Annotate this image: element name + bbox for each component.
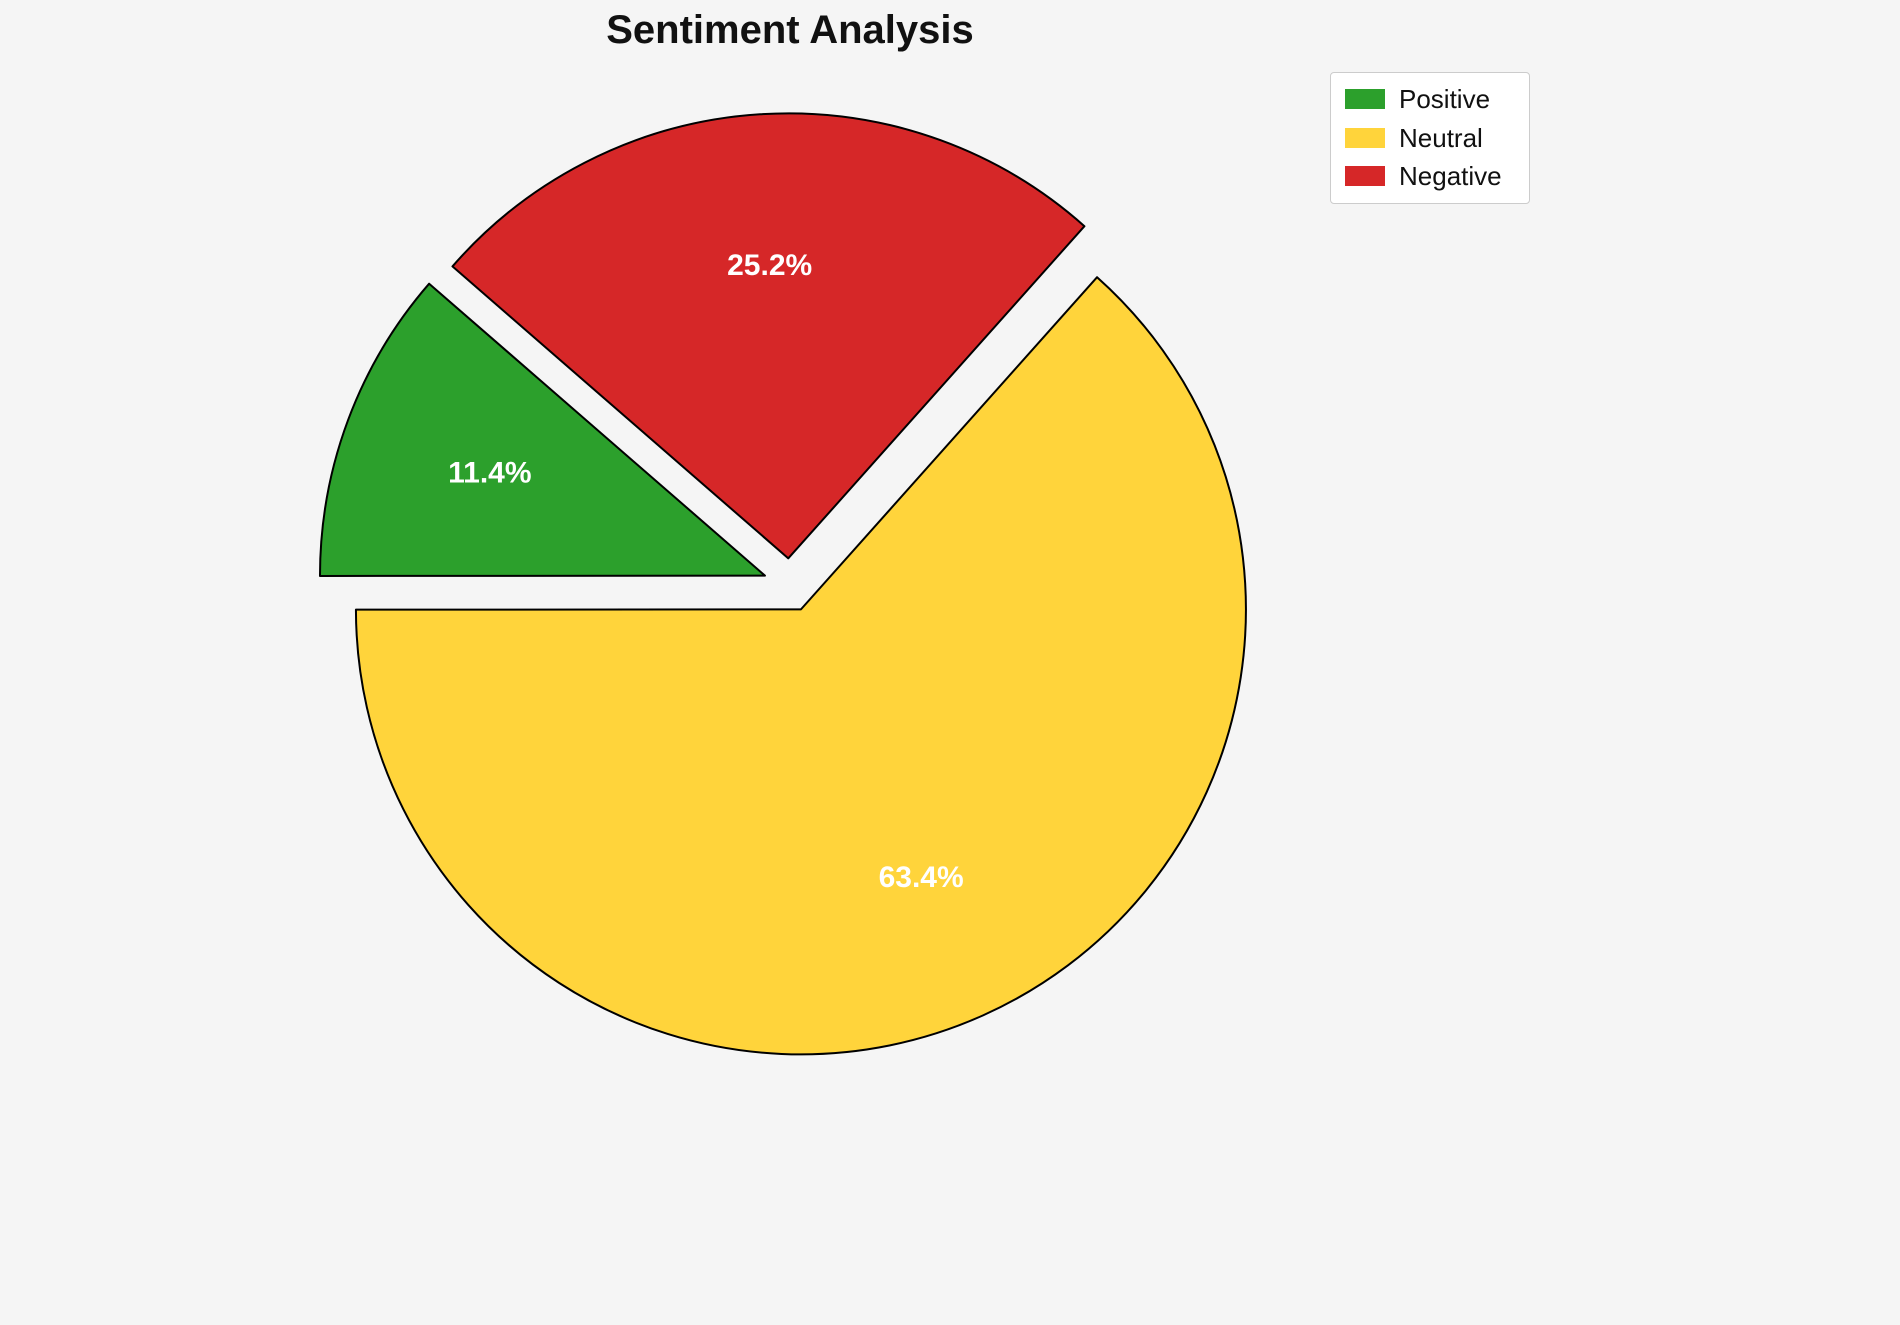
pie-slice-positive bbox=[318, 282, 766, 577]
legend-label-negative: Negative bbox=[1399, 161, 1502, 192]
legend-swatch-neutral bbox=[1345, 127, 1385, 148]
legend-swatch-positive bbox=[1345, 89, 1385, 110]
chart-title: Sentiment Analysis bbox=[606, 8, 974, 52]
legend-item-negative: Negative bbox=[1345, 162, 1515, 191]
legend-label-positive: Positive bbox=[1399, 84, 1491, 114]
legend: Positive Neutral Negative bbox=[1330, 72, 1530, 204]
legend-swatch-negative bbox=[1345, 166, 1385, 187]
slice-label-negative: 25.2% bbox=[727, 249, 812, 282]
slice-label-neutral: 63.4% bbox=[879, 861, 964, 894]
legend-item-positive: Positive bbox=[1345, 85, 1515, 114]
pie-slice-neutral bbox=[354, 276, 1247, 1056]
legend-item-neutral: Neutral bbox=[1345, 122, 1515, 153]
pie-slice-negative bbox=[451, 112, 1086, 560]
slice-label-positive: 11.4% bbox=[448, 456, 531, 489]
legend-label-neutral: Neutral bbox=[1399, 122, 1483, 153]
